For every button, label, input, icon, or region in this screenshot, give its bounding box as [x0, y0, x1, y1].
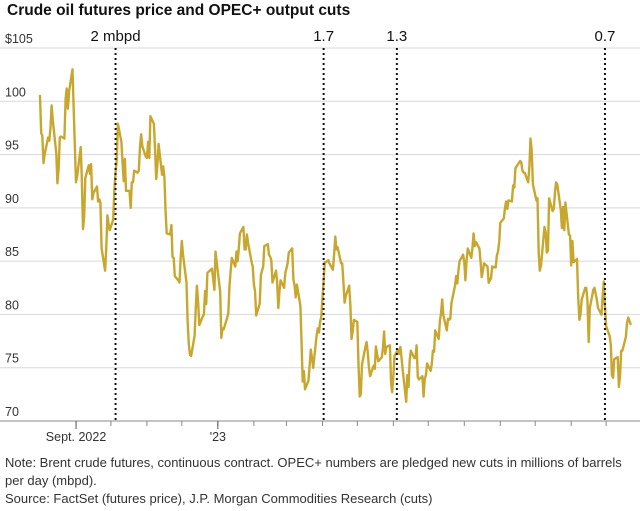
y-tick-label: 80 — [5, 298, 19, 312]
y-tick-label: $105 — [5, 32, 33, 46]
y-tick-label: 70 — [5, 405, 19, 419]
price-line — [38, 68, 632, 403]
chart-area: $105 100 95 90 85 80 75 70 Sept. 2022 '23 2 mbpd 1.… — [0, 28, 640, 444]
x-tick-label: '23 — [210, 430, 226, 444]
chart-source: Source: FactSet (futures price), J.P. Mo… — [5, 491, 433, 506]
y-tick-label: 75 — [5, 352, 19, 366]
y-tick-label: 90 — [5, 192, 19, 206]
cut-marker-label: 0.7 — [595, 28, 616, 45]
y-tick-label: 85 — [5, 245, 19, 259]
cut-marker-label: 1.7 — [313, 28, 334, 45]
chart-note: Note: Brent crude futures, continuous co… — [5, 455, 622, 488]
y-tick-label: 100 — [5, 85, 26, 99]
cut-marker-label: 1.3 — [386, 28, 407, 45]
cut-marker-label: 2 mbpd — [91, 28, 141, 45]
x-tick-label: Sept. 2022 — [46, 430, 107, 444]
chart-title: Crude oil futures price and OPEC+ output… — [7, 2, 351, 19]
y-tick-label: 95 — [5, 139, 19, 153]
